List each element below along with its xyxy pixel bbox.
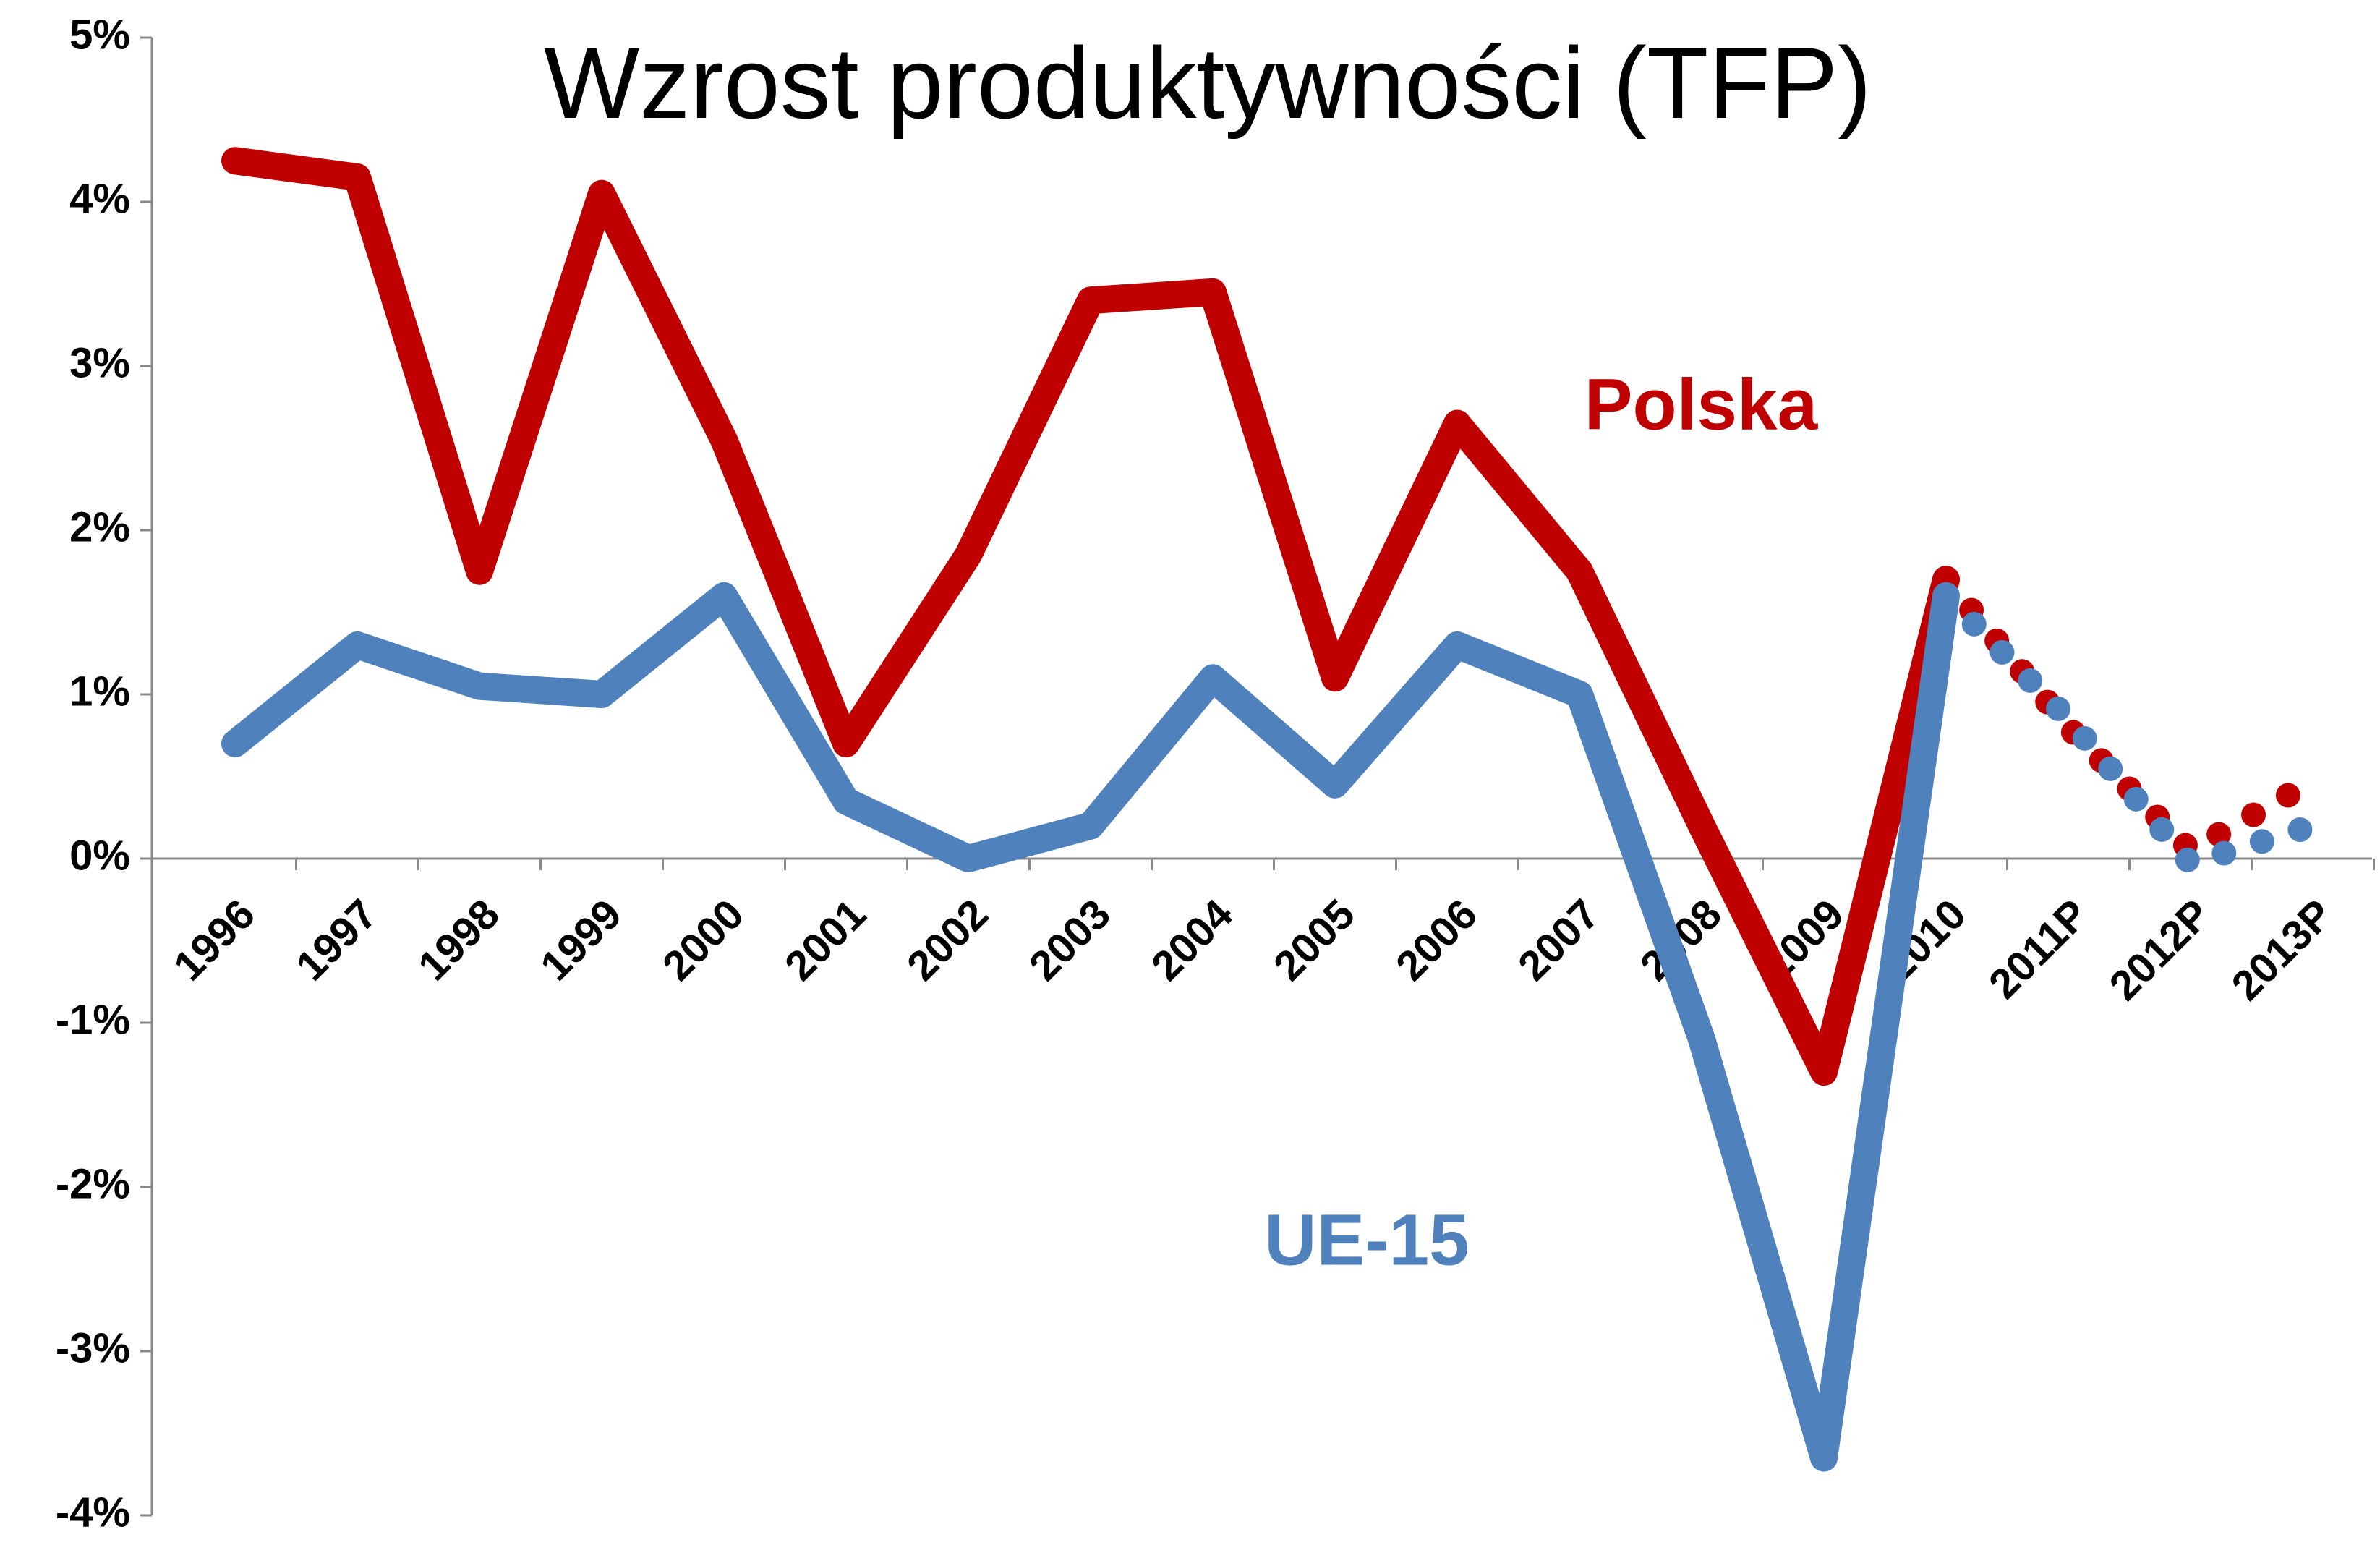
y-tick-label: 1% <box>69 668 130 715</box>
y-tick-label: 3% <box>69 339 130 386</box>
y-tick-label: -4% <box>56 1489 130 1536</box>
x-tick-label: 2001 <box>776 890 875 989</box>
x-tick-label: 2002 <box>898 890 997 989</box>
x-tick-label: 1996 <box>165 890 264 989</box>
x-tick-label: 2006 <box>1387 890 1486 989</box>
x-tick-label: 2012P <box>2100 890 2219 1010</box>
x-tick-label: 2000 <box>654 890 753 989</box>
x-tick-label: 2005 <box>1265 890 1364 989</box>
x-tick-label: 2007 <box>1509 890 1608 989</box>
chart-title: Wzrost produktywności (TFP) <box>544 26 1872 140</box>
series-label: Polska <box>1584 364 1819 445</box>
projection-line <box>1934 567 2325 863</box>
y-tick-label: 2% <box>69 503 130 550</box>
series-line <box>221 147 1960 1086</box>
y-tick-label: 0% <box>69 832 130 879</box>
series-label: UE-15 <box>1264 1199 1469 1280</box>
x-tick-label: 1998 <box>409 890 508 989</box>
x-tick-label: 1997 <box>287 890 386 989</box>
x-tick-label: 2011P <box>1980 890 2097 1008</box>
x-tick-label: 1999 <box>532 890 631 989</box>
y-tick-label: -1% <box>56 996 130 1043</box>
series-line <box>221 582 1960 1472</box>
x-tick-label: 2004 <box>1143 890 1242 989</box>
y-tick-label: 5% <box>69 11 130 58</box>
x-tick-label: 2013P <box>2222 890 2342 1010</box>
x-tick-label: 2003 <box>1020 890 1119 989</box>
y-tick-label: 4% <box>69 175 130 222</box>
projection-line <box>1934 583 2325 876</box>
y-tick-label: -3% <box>56 1324 130 1371</box>
y-tick-label: -2% <box>56 1160 130 1207</box>
